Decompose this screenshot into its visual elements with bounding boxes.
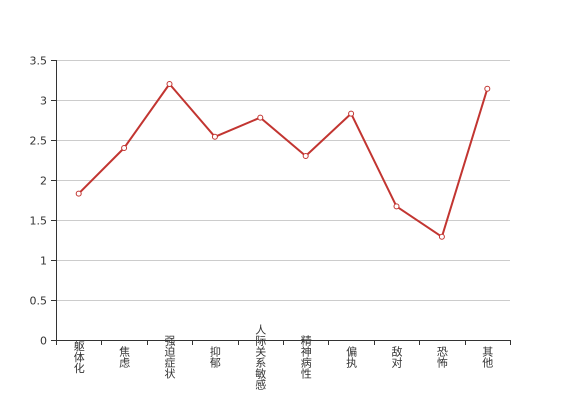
x-tick-label: 躯体化 (72, 340, 85, 374)
axes (56, 60, 510, 341)
x-tick-label: 强迫症状 (163, 335, 176, 379)
x-tick-label: 恐怖 (435, 346, 448, 368)
grid-lines (56, 60, 510, 301)
x-axis-ticks: 躯体化 焦虑 强迫症状 抑郁 人际关系敏感 精神病性 偏执 敌对 恐怖 其他 (56, 324, 511, 390)
data-point (166, 81, 173, 87)
y-tick-label: 3.5 (30, 55, 48, 68)
data-point (393, 203, 400, 210)
data-point (348, 110, 355, 117)
data-point (211, 133, 218, 140)
y-tick-label: 1.5 (30, 215, 48, 228)
y-tick-label: 0 (40, 335, 47, 348)
y-tick-label: 3 (40, 95, 47, 108)
series-line (77, 83, 489, 238)
data-point (257, 114, 264, 121)
data-point (121, 145, 128, 151)
y-tick-label: 2.5 (30, 135, 48, 148)
x-tick-label: 焦虑 (118, 346, 131, 368)
y-tick-label: 0.5 (30, 295, 48, 308)
data-point (484, 85, 491, 92)
x-tick-label: 其他 (481, 346, 494, 368)
y-axis-ticks: 0 0.5 1 1.5 2 2.5 3 3.5 (30, 55, 56, 348)
x-tick-label: 敌对 (390, 345, 403, 368)
y-tick-label: 2 (40, 175, 47, 188)
x-tick-label: 精神病性 (299, 335, 312, 380)
x-tick-label: 偏执 (345, 345, 358, 369)
x-tick-label: 人际关系敏感 (254, 324, 267, 390)
data-point (302, 153, 309, 159)
y-tick-label: 1 (40, 255, 47, 268)
x-tick-label: 抑郁 (208, 345, 221, 368)
series (75, 81, 491, 240)
data-point (75, 190, 82, 197)
data-point (438, 233, 445, 240)
